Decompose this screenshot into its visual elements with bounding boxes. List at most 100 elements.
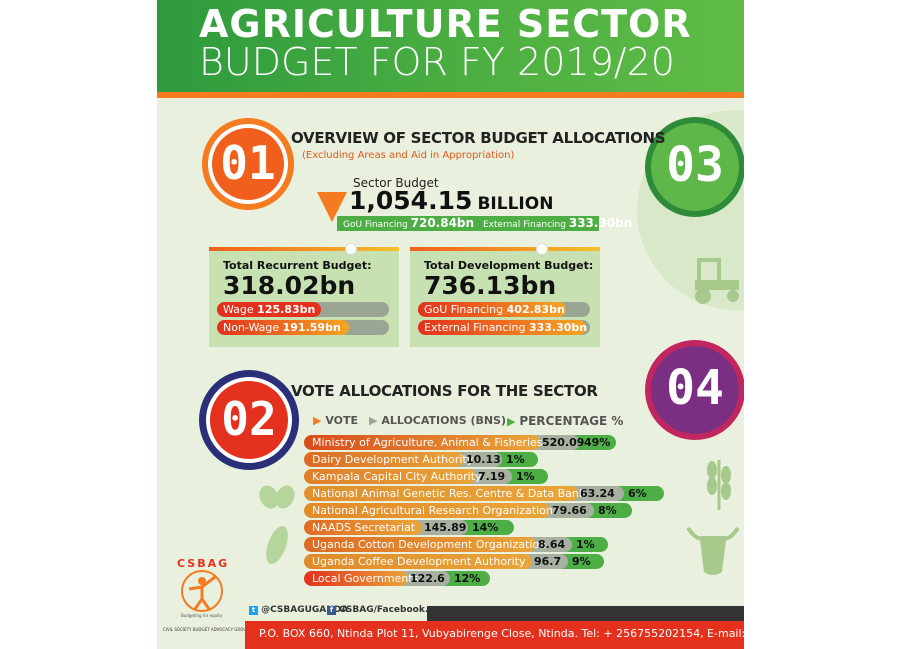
recurrent-budget-label: Total Recurrent Budget: [223, 259, 372, 272]
external-financing-label: External Financing [482, 220, 566, 230]
recurrent-budget-card: Total Recurrent Budget: 318.02bn Wage 12… [209, 243, 399, 347]
section-03-number: 03 [666, 137, 724, 193]
vote-percentage-bar [454, 520, 514, 535]
development-budget-value: 736.13bn [424, 271, 557, 300]
vote-row: National Agricultural Research Organizat… [304, 503, 632, 518]
section-02-badge: 02 [199, 370, 299, 470]
vote-allocation-value: 96.7 [534, 555, 562, 568]
vote-allocation-value: 7.19 [478, 470, 506, 483]
section-02-number: 02 [221, 392, 277, 446]
vote-row: Uganda Coffee Development Authority 96.7 9… [304, 554, 604, 569]
gou-financing-bar: GoU Financing 402.83bn [418, 302, 566, 317]
wheat-icon [707, 460, 731, 510]
csbag-logo: CSBAG Budgeting for equity CIVIL SOCIETY… [163, 555, 249, 635]
footer-address: P.O. BOX 660, Ntinda Plot 11, Vubyabiren… [259, 627, 744, 640]
sector-budget-unit: BILLION [477, 194, 554, 214]
external-financing-bar: External Financing 333.30bn [418, 320, 587, 335]
footer-dark-band [427, 606, 744, 621]
sector-budget-value: 1,054.15 BILLION [349, 186, 553, 215]
legend-allocations-icon: ▶ [369, 414, 378, 427]
header-underline [157, 92, 744, 98]
development-card-dot [536, 243, 548, 255]
vote-percentage-value: 1% [506, 453, 525, 466]
vote-row: NAADS Secretariat 145.89 14% [304, 520, 514, 535]
sector-budget-arrow-icon [317, 192, 347, 222]
gou-financing-label: GoU Financing [343, 220, 408, 230]
header-banner: AGRICULTURE SECTOR BUDGET FOR FY 2019/20 [157, 0, 744, 92]
vote-name: Kampala Capital City Authority [304, 469, 482, 484]
vote-name: Uganda Cotton Development Organization [304, 537, 546, 552]
gou-financing-value: 720.84bn [410, 216, 475, 230]
section-04-number: 04 [666, 360, 724, 416]
vote-name: Uganda Coffee Development Authority [304, 554, 532, 569]
vote-allocation-value: 10.13 [466, 453, 501, 466]
recurrent-card-dot [345, 243, 357, 255]
vote-name: Local Governments [304, 571, 418, 586]
legend-allocations: ▶ ALLOCATIONS (BNS) [369, 414, 507, 427]
vote-allocation-value: 145.89 [424, 521, 467, 534]
logo-full-name: CIVIL SOCIETY BUDGET ADVOCACY GROUP [163, 627, 249, 632]
infographic-poster: AGRICULTURE SECTOR BUDGET FOR FY 2019/20… [157, 0, 744, 649]
sector-budget-label: Sector Budget [353, 176, 439, 190]
vote-row: Uganda Cotton Development Organization 8.… [304, 537, 608, 552]
vote-percentage-value: 1% [516, 470, 535, 483]
development-budget-card: Total Development Budget: 736.13bn GoU F… [410, 243, 600, 347]
legend-vote: ▶ VOTE [313, 414, 359, 427]
development-budget-label: Total Development Budget: [424, 259, 594, 272]
logo-name: CSBAG [177, 557, 230, 570]
vote-allocation-value: 122.6 [410, 572, 445, 585]
section-01-title: OVERVIEW OF SECTOR BUDGET ALLOCATIONS [291, 129, 666, 147]
coffee-beans-icon [259, 485, 295, 509]
logo-figure-icon [181, 570, 223, 612]
vote-allocation-bar [408, 520, 468, 535]
section-01-badge: 01 [202, 118, 294, 210]
vote-row: Local Governments 122.6 12% [304, 571, 490, 586]
footer-bar: P.O. BOX 660, Ntinda Plot 11, Vubyabiren… [245, 621, 744, 649]
vote-name: NAADS Secretariat [304, 520, 422, 535]
legend-percentage-icon: ▶ [507, 415, 516, 428]
vote-name: National Animal Genetic Res. Centre & Da… [304, 486, 585, 501]
vote-name: Dairy Development Authority [304, 452, 473, 467]
section-01-number: 01 [220, 136, 276, 190]
sector-budget-amount: 1,054.15 [349, 186, 473, 215]
cow-icon [686, 526, 740, 575]
twitter-icon: t [249, 606, 258, 615]
vote-row: National Animal Genetic Res. Centre & Da… [304, 486, 664, 501]
vote-percentage-bar [436, 571, 490, 586]
vote-row: Kampala Capital City Authority 7.19 1% [304, 469, 548, 484]
vote-percentage-value: 14% [472, 521, 499, 534]
tractor-icon [695, 258, 739, 304]
vote-percentage-value: 49% [584, 436, 611, 449]
external-financing-value: 333.30bn [568, 216, 633, 230]
facebook-icon: f [327, 606, 336, 615]
vote-allocation-value: 63.24 [580, 487, 615, 500]
vote-name: National Agricultural Research Organizat… [304, 503, 553, 518]
leaf-icon [266, 525, 288, 565]
vote-allocation-value: 8.64 [538, 538, 566, 551]
twitter-handle[interactable]: t @CSBAGUGANDA [249, 605, 348, 615]
title-line-2: BUDGET FOR FY 2019/20 [199, 40, 675, 84]
legend-vote-icon: ▶ [313, 414, 322, 427]
section-01-subtitle: (Excluding Areas and Aid in Appropriatio… [302, 150, 515, 161]
vote-row: Ministry of Agriculture, Animal & Fisher… [304, 435, 616, 450]
logo-tagline: Budgeting for equity [181, 613, 223, 618]
vote-allocation-bar [564, 486, 624, 501]
vote-allocation-value: 520.09 [542, 436, 585, 449]
vote-allocation-bar [394, 571, 450, 586]
section-03-badge: 03 [645, 117, 744, 217]
vote-percentage-value: 9% [572, 555, 591, 568]
facebook-link[interactable]: f CSBAG/Facebook.com [327, 605, 449, 615]
non-wage-bar: Non-Wage 191.59bn [217, 320, 349, 335]
vote-allocation-bar [536, 503, 594, 518]
recurrent-budget-value: 318.02bn [223, 271, 356, 300]
legend-percentage: ▶ PERCENTAGE % [507, 414, 624, 428]
vote-percentage-value: 8% [598, 504, 617, 517]
vote-percentage-bar [610, 486, 664, 501]
sector-budget-financing-bar: GoU Financing 720.84bn External Financin… [337, 216, 632, 231]
vote-row: Dairy Development Authority 10.13 1% [304, 452, 538, 467]
vote-percentage-value: 1% [576, 538, 595, 551]
vote-percentage-value: 12% [454, 572, 481, 585]
section-04-badge: 04 [645, 340, 744, 440]
title-line-1: AGRICULTURE SECTOR [199, 2, 692, 46]
wage-bar: Wage 125.83bn [217, 302, 321, 317]
